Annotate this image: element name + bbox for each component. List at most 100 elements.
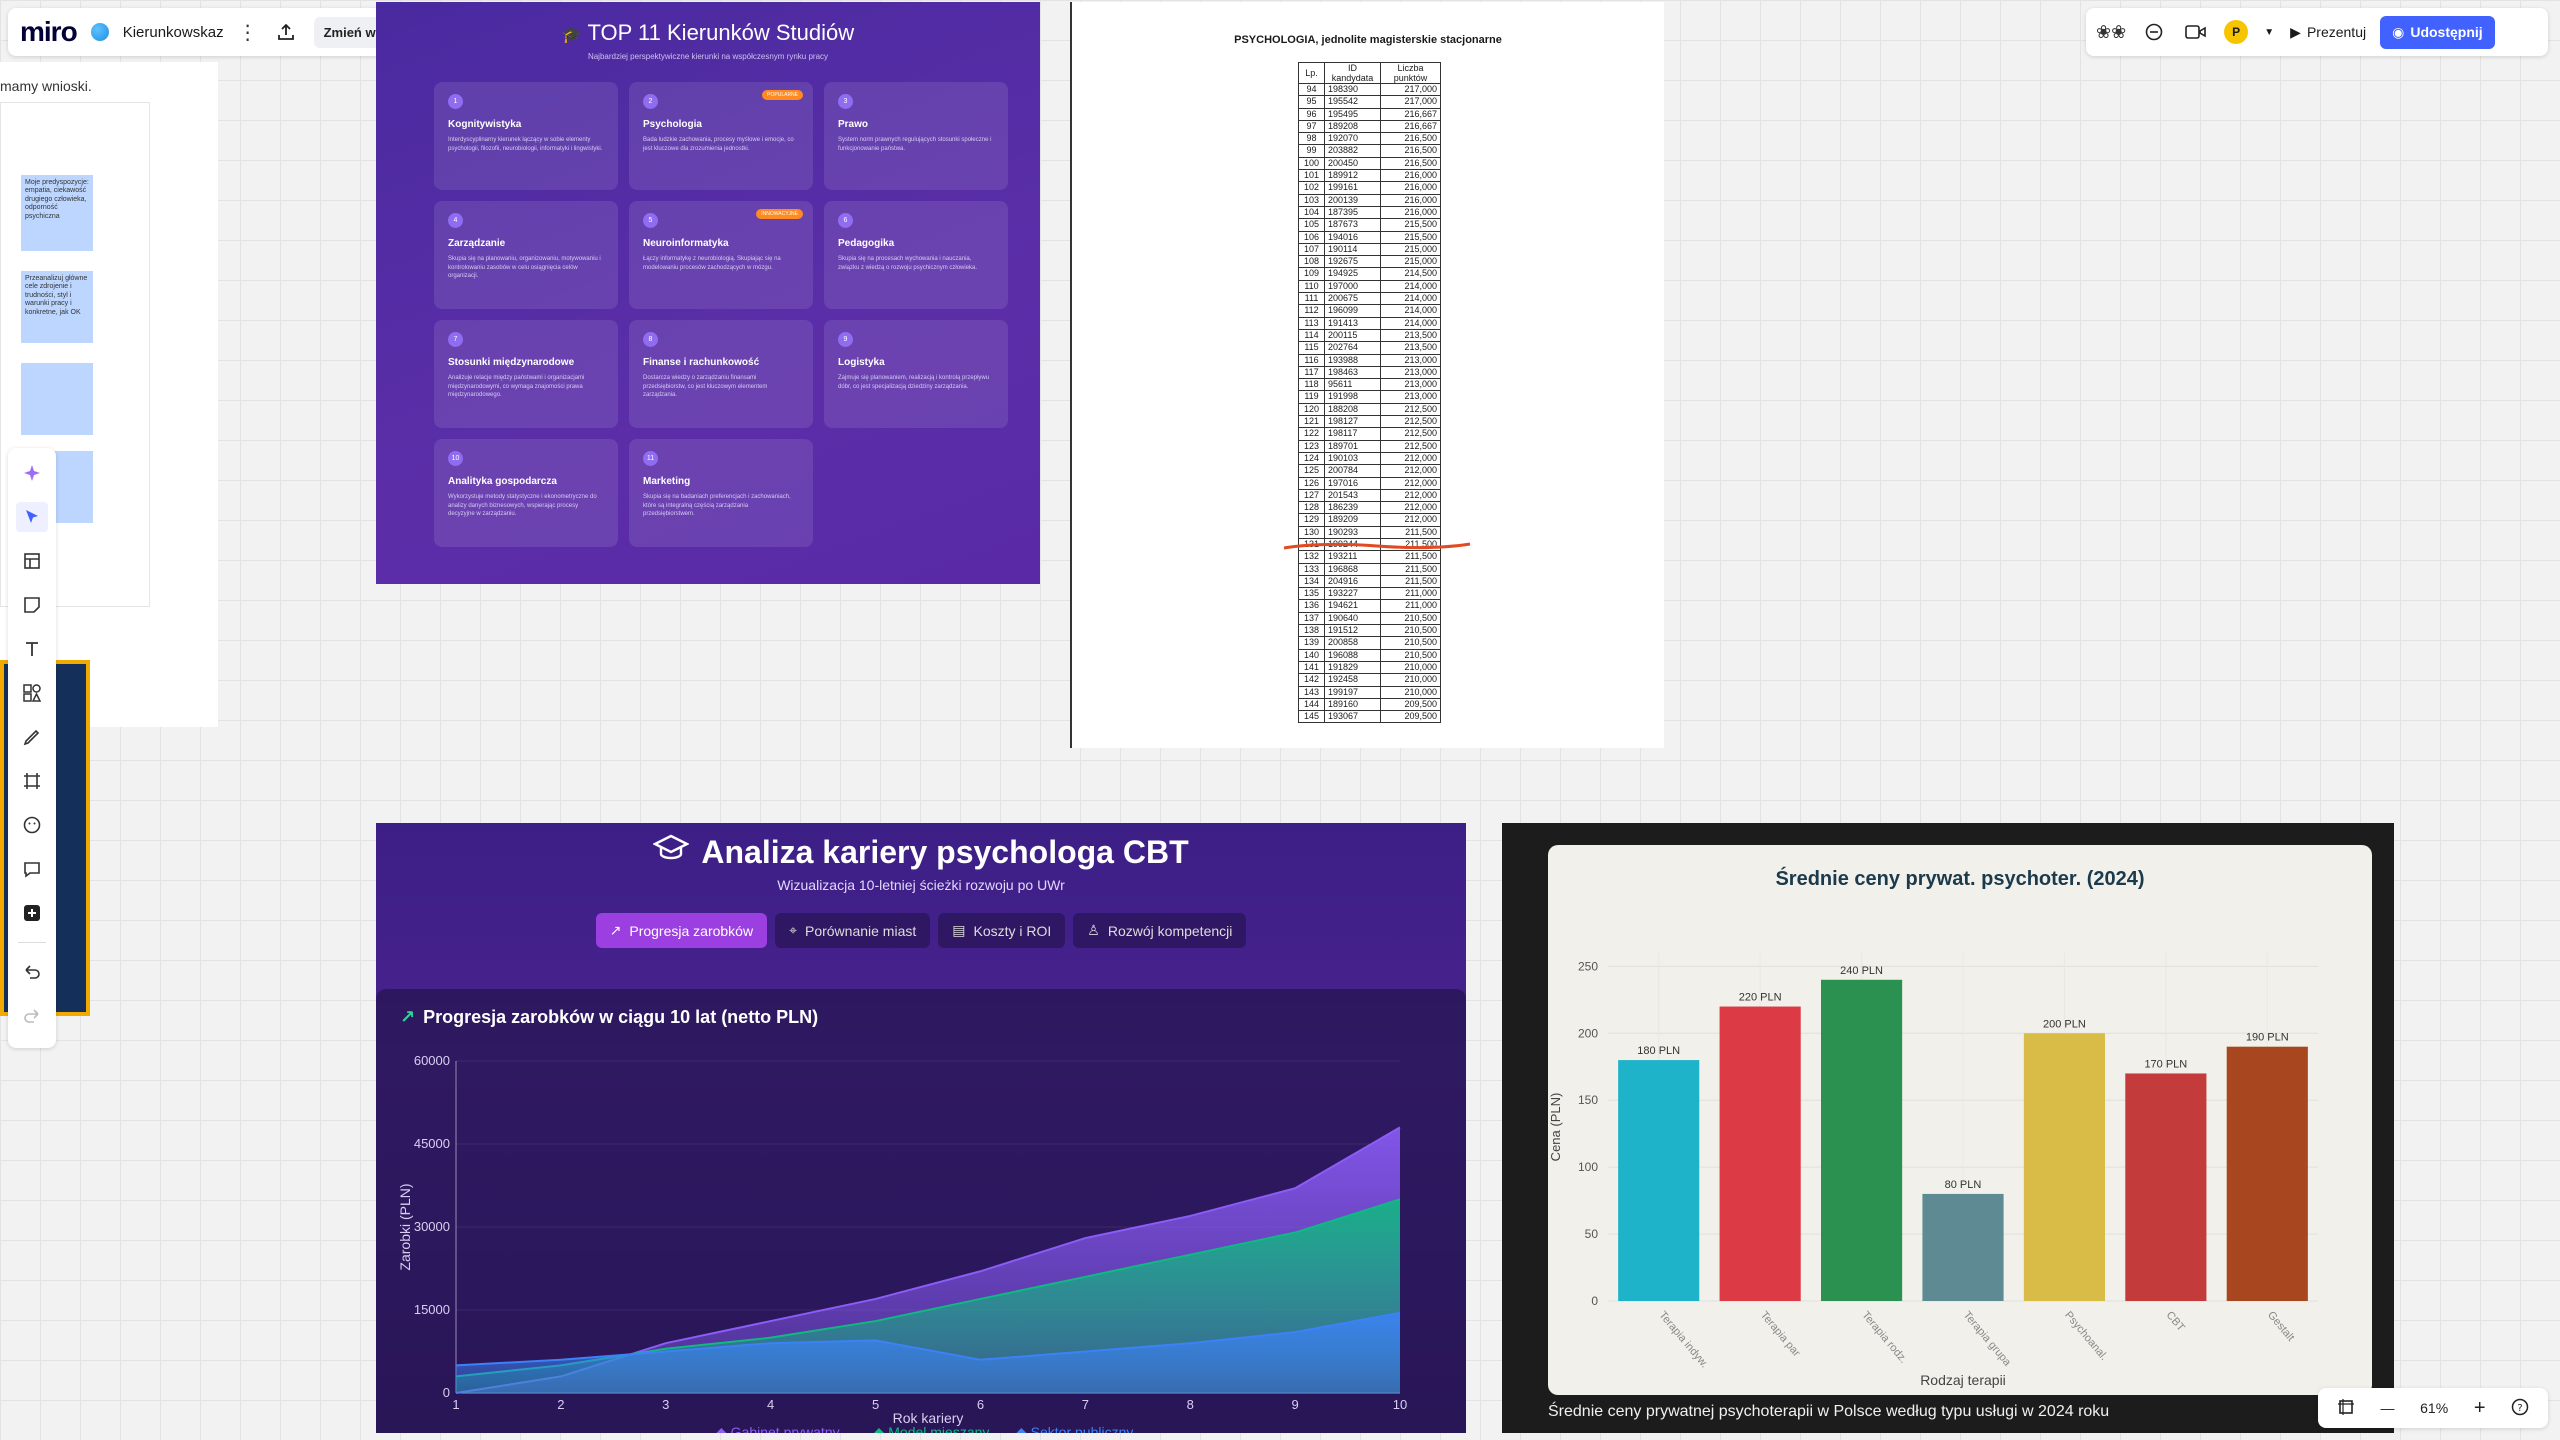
sticky-note[interactable]: Przeanalizuj główne cele zdrojenie i tru… (21, 271, 93, 343)
bar[interactable] (1821, 979, 1903, 1301)
rank-cell: 117 (1298, 365, 1325, 380)
tab-city-comparison[interactable]: ⌖ Porównanie miast (775, 913, 931, 948)
shapes-icon[interactable] (16, 678, 48, 708)
fit-to-screen-icon[interactable] (2337, 1398, 2355, 1419)
series-area[interactable] (456, 1312, 1400, 1393)
comment-icon[interactable] (16, 854, 48, 884)
points-cell: 212,500 (1380, 439, 1441, 453)
candidate-id-cell: 195542 (1324, 95, 1381, 109)
select-cursor-icon[interactable] (16, 502, 48, 532)
candidate-id-cell: 198390 (1324, 82, 1381, 97)
table-row: 134 204916 211,500 (1298, 574, 1441, 589)
sticky-note-icon[interactable] (16, 590, 48, 620)
undo-icon[interactable] (16, 957, 48, 987)
candidate-id-cell: 189912 (1324, 169, 1381, 183)
zoom-in-icon[interactable]: + (2473, 1396, 2486, 1419)
y-tick-label: 45000 (414, 1136, 450, 1151)
study-card[interactable]: 5 Neuroinformatyka Łączy informatykę z neu… (629, 201, 813, 309)
rank-cell: 132 (1298, 550, 1325, 564)
sticky-note[interactable] (21, 363, 93, 435)
study-card[interactable]: 10 Analityka gospodarcza Wykorzystuje meto… (434, 439, 618, 547)
ai-sparkle-icon[interactable] (16, 458, 48, 488)
rank-cell: 126 (1298, 476, 1325, 490)
tab-competence-growth[interactable]: ♙ Rozwój kompetencji (1073, 913, 1247, 948)
user-avatar[interactable]: P (2224, 20, 2249, 44)
chevron-down-icon[interactable]: ▼ (2264, 26, 2275, 38)
chat-icon[interactable] (2140, 18, 2168, 46)
frame-icon[interactable] (16, 766, 48, 796)
study-card[interactable]: 11 Marketing Skupia się na badaniach prefe… (629, 439, 813, 547)
table-row: 137 190640 210,500 (1298, 611, 1441, 626)
present-button[interactable]: ▶ Prezentuj (2290, 24, 2366, 41)
study-card[interactable]: 7 Stosunki międzynarodowe Analizuje relacj… (434, 320, 618, 428)
export-icon[interactable] (272, 18, 300, 46)
candidate-id-cell: 190293 (1324, 525, 1381, 539)
points-cell: 211,500 (1380, 525, 1441, 539)
sticky-note[interactable]: Moje predyspozycje: empatia, ciekawość d… (21, 175, 93, 251)
study-card[interactable]: 9 Logistyka Zajmuje się planowaniem, reali… (824, 320, 1008, 428)
candidate-id-cell: 193211 (1324, 550, 1381, 564)
board-name[interactable]: Kierunkowskaz (122, 23, 224, 41)
career-board[interactable]: Analiza kariery psychologa CBT Wizualiza… (376, 823, 1466, 1433)
prices-board[interactable]: Średnie ceny prywat. psychoter. (2024) 0 5… (1502, 823, 2394, 1433)
points-cell: 211,000 (1380, 599, 1441, 613)
help-icon[interactable]: ? (2511, 1398, 2529, 1419)
candidate-id-cell: 190114 (1324, 242, 1381, 257)
table-row: 126 197016 212,000 (1298, 476, 1441, 490)
study-card[interactable]: 3 Prawo System norm prawnych regulujących … (824, 82, 1008, 190)
bar[interactable] (1618, 1060, 1700, 1301)
study-card[interactable]: 2 Psychologia Bada ludzkie zachowania, pro… (629, 82, 813, 190)
more-options-icon[interactable]: ⋮ (237, 21, 258, 44)
table-row: 102 199161 216,000 (1298, 181, 1441, 195)
video-call-icon[interactable] (2182, 18, 2210, 46)
card-description: Interdyscyplinarny kierunek łączący w so… (448, 137, 603, 152)
zoom-out-icon[interactable]: — (2380, 1400, 2395, 1416)
share-button[interactable]: ◉ Udostępnij (2380, 15, 2495, 49)
study-card[interactable]: 6 Pedagogika Skupia się na procesach wycho… (824, 201, 1008, 309)
bar[interactable] (2125, 1073, 2207, 1301)
table-row: 112 196099 214,000 (1298, 304, 1441, 318)
study-card[interactable]: 8 Finanse i rachunkowość Dostarcza wiedzy … (629, 320, 813, 428)
zoom-controls: — 61% + ? (2318, 1388, 2548, 1428)
card-description: Łączy informatykę z neurobiologią. Skupi… (643, 256, 781, 271)
study-card[interactable]: 1 Kognitywistyka Interdyscyplinarny kierun… (434, 82, 618, 190)
play-icon: ▶ (2290, 23, 2301, 40)
legend-entry[interactable]: ◆ Sektor publiczny (1016, 1424, 1133, 1433)
text-icon[interactable] (16, 634, 48, 664)
prices-bar-chart[interactable]: Średnie ceny prywat. psychoter. (2024) 0 5… (1548, 845, 2372, 1395)
card-number: 5 (643, 213, 658, 228)
y-tick-label: 200 (1578, 1026, 1598, 1040)
x-tick-label: 4 (767, 1397, 774, 1412)
points-cell: 215,500 (1380, 230, 1441, 244)
legend-entry[interactable]: ◆ Model mieszany (874, 1424, 990, 1433)
zoom-level[interactable]: 61% (2420, 1400, 2449, 1416)
templates-icon[interactable] (16, 546, 48, 576)
points-cell: 216,000 (1380, 205, 1441, 220)
bar[interactable] (2226, 1046, 2308, 1301)
table-row: 132 193211 211,500 (1298, 550, 1441, 564)
table-row: 120 188208 212,500 (1298, 402, 1441, 417)
card-description: Wykorzystuje metody statystyczne i ekono… (448, 494, 597, 518)
candidate-id-cell: 194621 (1324, 599, 1381, 613)
bar[interactable] (1719, 1006, 1801, 1301)
add-more-icon[interactable] (16, 898, 48, 928)
bar[interactable] (2023, 1033, 2105, 1301)
studies-board[interactable]: 🎓 TOP 11 Kierunków Studiów Najbardziej p… (376, 2, 1040, 584)
tab-salary-progression[interactable]: ↗ Progresja zarobków (595, 913, 768, 948)
miro-logo[interactable]: miro (20, 16, 78, 47)
points-cell: 214,000 (1380, 304, 1441, 318)
tab-costs-roi[interactable]: ▤ Koszty i ROI (938, 913, 1066, 948)
pen-icon[interactable] (16, 722, 48, 752)
salary-area-chart[interactable]: 0 15000 30000 45000 60000 1 2 3 4 5 6 7 8 9 10 Rok kari… (376, 989, 1466, 1433)
bar[interactable] (1922, 1193, 2004, 1301)
reactions-icon[interactable]: ❀❀ (2096, 21, 2127, 42)
stickers-icon[interactable] (16, 810, 48, 840)
points-cell: 212,500 (1380, 402, 1441, 417)
redo-icon[interactable] (16, 1001, 48, 1031)
candidate-id-cell: 197000 (1324, 279, 1381, 294)
study-card[interactable]: 4 Zarządzanie Skupia się na planowaniu, or… (434, 201, 618, 309)
legend-entry[interactable]: ◆ Gabinet prywatny (716, 1424, 840, 1433)
rank-cell: 119 (1298, 390, 1325, 404)
ranking-document[interactable]: PSYCHOLOGIA, jednolite magisterskie stac… (1070, 2, 1664, 748)
rank-cell: 96 (1298, 107, 1325, 121)
